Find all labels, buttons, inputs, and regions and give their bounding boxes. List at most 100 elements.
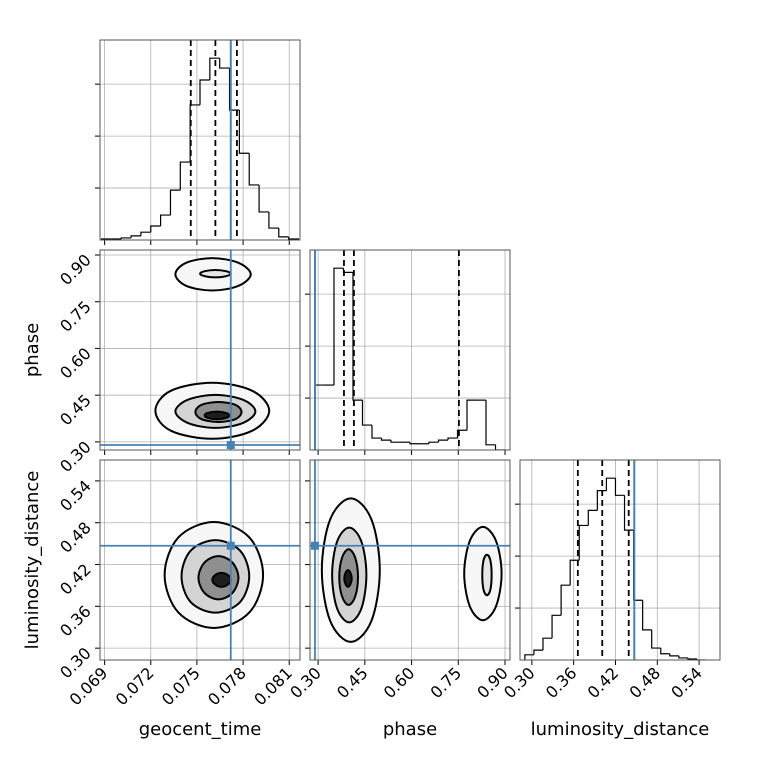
contour [211, 571, 232, 588]
panel: 0.069 0.072 0.075 0.078 0.0810.300.360.420.4… [56, 459, 301, 709]
x-axis-title: luminosity_distance [531, 719, 710, 740]
x-tick-label: 0.075 [158, 663, 204, 709]
y-tick-label: 0.90 [56, 250, 95, 289]
y-tick-label: 0.36 [56, 602, 95, 641]
x-tick-label: 0.36 [542, 663, 581, 702]
hist-bin [268, 211, 279, 229]
hist-bin [551, 614, 562, 639]
hist-bin [361, 400, 372, 426]
hist-bin [623, 495, 634, 531]
panel-plot [520, 460, 720, 660]
hist-bin [669, 653, 679, 657]
hist-bin [605, 477, 616, 491]
hist-bin [696, 658, 707, 660]
hist-bin [278, 228, 289, 238]
x-tick-label: 0.072 [112, 663, 158, 709]
hist-bin [258, 184, 269, 213]
panel-plot [100, 40, 300, 240]
x-axis-title: geocent_time [139, 719, 262, 740]
hist-bin [456, 429, 468, 439]
hist-bin [209, 57, 220, 80]
hist-bin [169, 189, 181, 216]
hist-bin [569, 559, 580, 586]
panel [95, 39, 301, 245]
panel: 0.30 0.45 0.60 0.75 0.90 [56, 249, 301, 476]
truth-marker [310, 541, 319, 550]
y-tick-label: 0.42 [56, 560, 95, 599]
hist-bin [248, 153, 260, 186]
hist-bin [160, 214, 171, 226]
x-axis-title: phase [383, 719, 437, 740]
hist-bin [238, 110, 250, 154]
hist-bin [333, 267, 344, 386]
x-tick-label: 0.75 [426, 663, 465, 702]
hist-bin [533, 649, 543, 655]
panel-frame [309, 459, 511, 661]
panel [305, 249, 511, 455]
panel-frame [99, 459, 301, 661]
x-tick-label: 0.54 [667, 663, 706, 702]
hist-bin [390, 440, 401, 443]
y-tick-label: 0.75 [56, 297, 95, 336]
y-axis-title: luminosity_distance [22, 471, 43, 650]
x-tick-label: 0.30 [500, 663, 539, 702]
hist-bin [342, 268, 353, 273]
y-tick-label: 0.45 [56, 391, 95, 430]
y-tick-label: 0.60 [56, 344, 95, 383]
hist-bin [409, 442, 420, 445]
x-tick-label: 0.30 [286, 663, 325, 702]
contour [198, 268, 232, 279]
hist-bin [288, 236, 300, 240]
panel-frame [99, 39, 301, 241]
hist-bin [150, 225, 161, 233]
x-tick-label: 0.60 [380, 663, 419, 702]
hist-bin [120, 237, 132, 239]
hist-bin [560, 584, 571, 616]
hist-bin [447, 437, 458, 441]
hist-bin [678, 655, 688, 659]
panel-frame [519, 459, 721, 661]
hist-bin [524, 654, 534, 660]
panel-frame [309, 249, 511, 451]
contour [203, 410, 231, 421]
hist-bin [437, 439, 449, 443]
panel-frame [99, 249, 301, 451]
x-tick-label: 0.078 [204, 663, 250, 709]
hist-bin [614, 478, 625, 496]
panel-plot [310, 250, 510, 450]
panel: 0.30 0.36 0.42 0.48 0.54 [500, 459, 721, 702]
y-tick-label: 0.48 [56, 518, 95, 557]
hist-bin [428, 441, 439, 444]
panel-plot [100, 250, 300, 450]
hist-bin [687, 657, 698, 660]
hist-bin [219, 58, 230, 69]
hist-bin [587, 509, 598, 526]
hist-bin [596, 490, 607, 511]
hist-bin [642, 600, 652, 631]
truth-marker [226, 541, 235, 550]
hist-bin [314, 384, 325, 450]
contour [481, 553, 493, 597]
hist-bin [130, 235, 141, 238]
truth-marker [226, 441, 235, 450]
hist-bin [199, 79, 210, 105]
hist-bin [352, 272, 363, 401]
contour [343, 569, 353, 588]
hist-bin [485, 400, 496, 446]
hist-bin [380, 438, 391, 441]
hist-bin [466, 399, 477, 431]
hist-bin [179, 161, 191, 191]
hist-bin [660, 648, 670, 655]
x-tick-label: 0.42 [584, 663, 623, 702]
hist-bin [140, 231, 151, 236]
y-tick-label: 0.54 [56, 476, 95, 515]
x-tick-label: 0.45 [333, 663, 372, 702]
y-tick-label: 0.30 [56, 437, 95, 476]
hist-bin [651, 629, 661, 649]
x-tick-label: 0.48 [625, 663, 664, 702]
y-axis-title: phase [22, 323, 43, 377]
panel-plot [100, 460, 300, 660]
hist-bin [371, 425, 382, 439]
